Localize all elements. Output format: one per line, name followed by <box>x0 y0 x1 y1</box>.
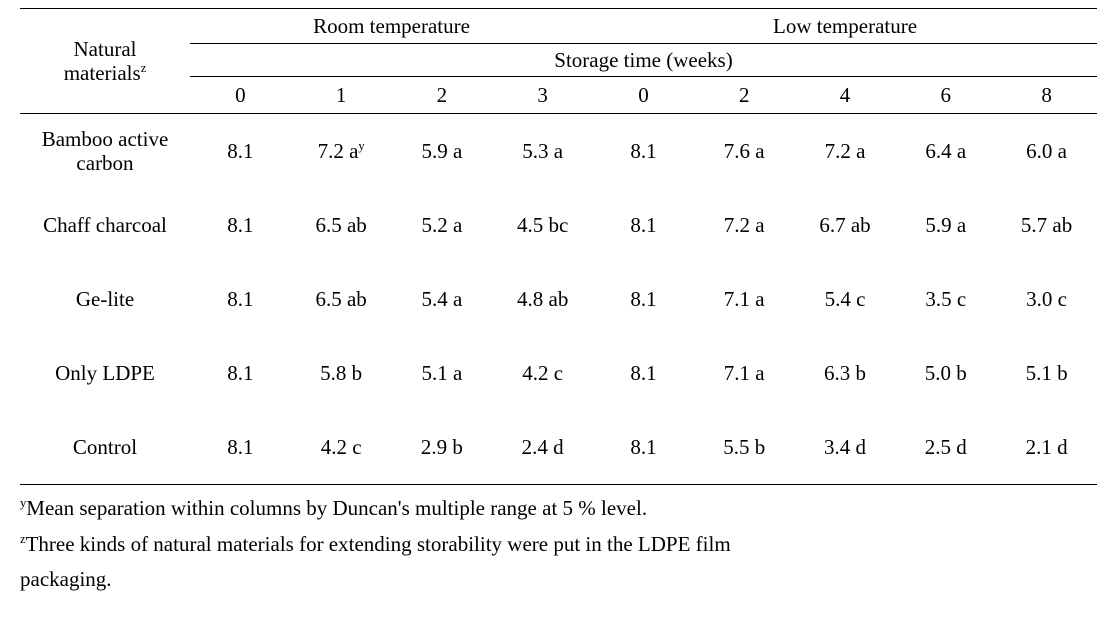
footnote-z-line1: zThree kinds of natural materials for ex… <box>20 527 1097 563</box>
cell: 6.5 ab <box>291 262 392 336</box>
col-low-2: 4 <box>795 77 896 114</box>
cell: 8.1 <box>593 410 694 485</box>
col-low-1: 2 <box>694 77 795 114</box>
row-label: Chaff charcoal <box>20 188 190 262</box>
cell: 3.0 c <box>996 262 1097 336</box>
table-row: Bamboo active carbon 8.1 7.2 ay 5.9 a 5.… <box>20 114 1097 189</box>
cell-val: 7.2 a <box>318 139 359 163</box>
cell: 3.5 c <box>895 262 996 336</box>
cell: 7.6 a <box>694 114 795 189</box>
cell: 4.5 bc <box>492 188 593 262</box>
col-low-3: 6 <box>895 77 996 114</box>
cell: 7.1 a <box>694 336 795 410</box>
cell: 8.1 <box>593 188 694 262</box>
cell: 4.2 c <box>492 336 593 410</box>
table-row: Ge-lite 8.1 6.5 ab 5.4 a 4.8 ab 8.1 7.1 … <box>20 262 1097 336</box>
cell: 5.4 a <box>392 262 493 336</box>
col-room-3: 3 <box>492 77 593 114</box>
cell: 8.1 <box>190 336 291 410</box>
cell: 8.1 <box>190 114 291 189</box>
cell: 6.3 b <box>795 336 896 410</box>
cell: 5.1 a <box>392 336 493 410</box>
cell: 2.4 d <box>492 410 593 485</box>
cell: 6.5 ab <box>291 188 392 262</box>
corner-line2: materials <box>64 61 141 85</box>
row-label: Bamboo active carbon <box>20 114 190 189</box>
row-label-l2: carbon <box>76 151 133 175</box>
cell: 7.1 a <box>694 262 795 336</box>
col-low-0: 0 <box>593 77 694 114</box>
cell: 5.7 ab <box>996 188 1097 262</box>
footnotes: yMean separation within columns by Dunca… <box>20 491 1097 598</box>
cell: 5.5 b <box>694 410 795 485</box>
cell: 7.2 a <box>694 188 795 262</box>
cell: 6.7 ab <box>795 188 896 262</box>
span-label: Storage time (weeks) <box>190 44 1097 77</box>
table-row: Control 8.1 4.2 c 2.9 b 2.4 d 8.1 5.5 b … <box>20 410 1097 485</box>
table-row: Only LDPE 8.1 5.8 b 5.1 a 4.2 c 8.1 7.1 … <box>20 336 1097 410</box>
footnote-y-text: Mean separation within columns by Duncan… <box>26 496 647 520</box>
cell-sup: y <box>358 139 364 153</box>
cell: 5.0 b <box>895 336 996 410</box>
cell: 6.4 a <box>895 114 996 189</box>
cell: 5.3 a <box>492 114 593 189</box>
cell: 7.2 a <box>795 114 896 189</box>
cell: 6.0 a <box>996 114 1097 189</box>
row-label: Only LDPE <box>20 336 190 410</box>
cell: 8.1 <box>190 262 291 336</box>
cell: 4.8 ab <box>492 262 593 336</box>
table-container: Natural materialsz Room temperature Low … <box>0 0 1117 618</box>
cell: 8.1 <box>190 188 291 262</box>
cell: 5.4 c <box>795 262 896 336</box>
data-table: Natural materialsz Room temperature Low … <box>20 8 1097 485</box>
header-row-1: Natural materialsz Room temperature Low … <box>20 9 1097 44</box>
footnote-z-text-1: Three kinds of natural materials for ext… <box>26 532 731 556</box>
cell: 8.1 <box>593 114 694 189</box>
corner-sup: z <box>141 61 147 75</box>
cell: 5.9 a <box>895 188 996 262</box>
group-low: Low temperature <box>593 9 1097 44</box>
row-label: Ge-lite <box>20 262 190 336</box>
footnote-y: yMean separation within columns by Dunca… <box>20 491 1097 527</box>
cell: 8.1 <box>593 262 694 336</box>
table-row: Chaff charcoal 8.1 6.5 ab 5.2 a 4.5 bc 8… <box>20 188 1097 262</box>
row-label-l1: Bamboo active <box>42 127 169 151</box>
cell: 7.2 ay <box>291 114 392 189</box>
row-label: Control <box>20 410 190 485</box>
cell: 4.2 c <box>291 410 392 485</box>
cell: 5.1 b <box>996 336 1097 410</box>
cell: 3.4 d <box>795 410 896 485</box>
corner-header: Natural materialsz <box>20 9 190 114</box>
cell: 2.5 d <box>895 410 996 485</box>
cell: 5.2 a <box>392 188 493 262</box>
col-room-0: 0 <box>190 77 291 114</box>
group-room: Room temperature <box>190 9 593 44</box>
cell: 5.8 b <box>291 336 392 410</box>
col-room-1: 1 <box>291 77 392 114</box>
col-low-4: 8 <box>996 77 1097 114</box>
cell: 2.1 d <box>996 410 1097 485</box>
cell: 8.1 <box>593 336 694 410</box>
corner-line1: Natural <box>74 37 137 61</box>
col-room-2: 2 <box>392 77 493 114</box>
footnote-z-line2: packaging. <box>20 562 1097 598</box>
cell: 5.9 a <box>392 114 493 189</box>
cell: 8.1 <box>190 410 291 485</box>
cell: 2.9 b <box>392 410 493 485</box>
